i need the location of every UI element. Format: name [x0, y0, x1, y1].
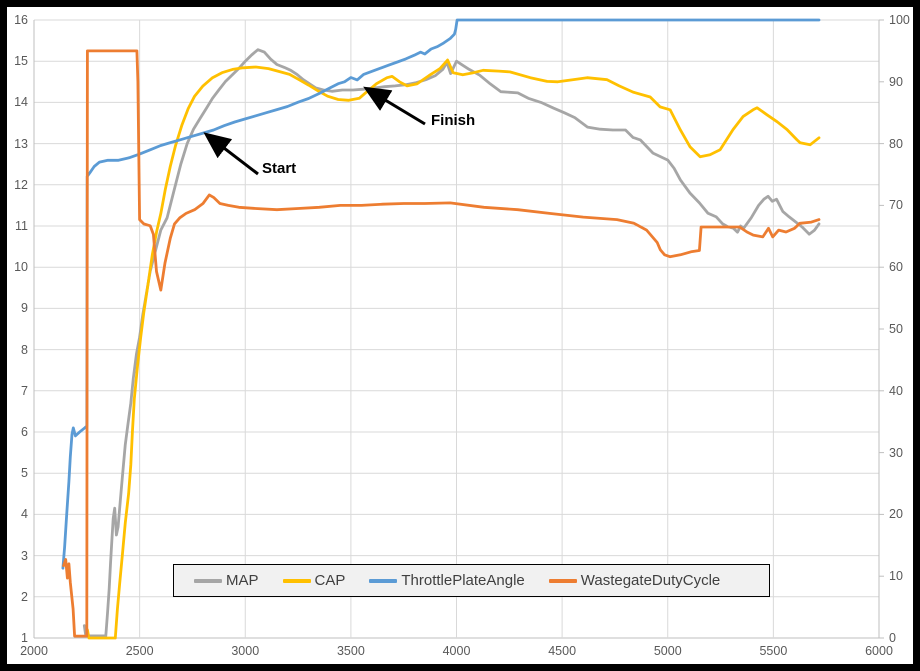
legend-label-cap: CAP [314, 571, 346, 589]
legend-item-throttleplateangle[interactable]: ThrottlePlateAngle [369, 571, 525, 590]
series-line-cap[interactable] [86, 58, 821, 640]
annotation-arrow-finish[interactable] [363, 86, 426, 126]
series-line-wastegatedutycycle[interactable] [62, 49, 821, 638]
legend-label-map: MAP [226, 571, 259, 589]
series-line-map[interactable] [82, 48, 821, 638]
legend-label-throttleplateangle: ThrottlePlateAngle [401, 571, 525, 589]
legend[interactable]: MAP CAP ThrottlePlateAngle WastegateDuty… [173, 564, 770, 597]
legend-label-wastegatedutycycle: WastegateDutyCycle [580, 571, 721, 589]
throttleplateangle-line-swatch [369, 578, 398, 583]
legend-item-wastegatedutycycle[interactable]: WastegateDutyCycle [548, 571, 721, 590]
annotation-start[interactable]: Start [262, 160, 297, 177]
cap-line-swatch [282, 578, 311, 583]
annotation-arrow-start[interactable] [203, 132, 259, 176]
legend-item-map[interactable]: MAP [194, 572, 259, 590]
wastegatedutycycle-line-swatch [548, 578, 577, 583]
map-line-swatch [194, 578, 222, 583]
annotation-finish[interactable]: Finish [431, 112, 476, 129]
chart-canvas [7, 7, 913, 664]
legend-item-cap[interactable]: CAP [282, 571, 346, 590]
